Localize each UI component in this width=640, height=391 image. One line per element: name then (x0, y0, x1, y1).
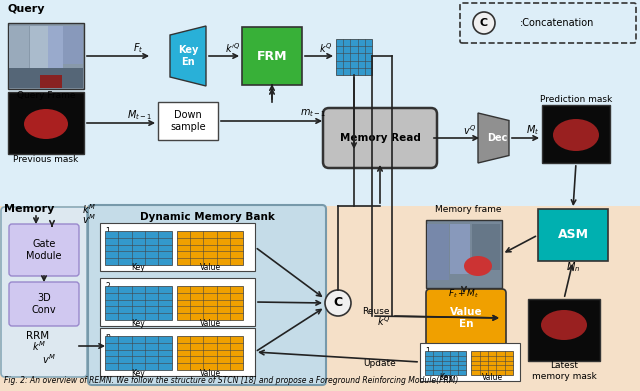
Text: Latest
memory mask: Latest memory mask (532, 361, 596, 381)
Text: Key: Key (439, 373, 452, 382)
Text: Value: Value (481, 373, 502, 382)
Text: Memory Read: Memory Read (340, 133, 420, 143)
Bar (100, 278, 255, 326)
FancyBboxPatch shape (88, 205, 326, 385)
Bar (100, 223, 255, 271)
Bar (8, 23, 84, 89)
Bar (420, 343, 520, 381)
Bar (542, 105, 610, 163)
Text: Previous mask: Previous mask (13, 156, 79, 165)
Text: $k^Q$: $k^Q$ (376, 314, 390, 328)
Text: 3D
Conv: 3D Conv (32, 293, 56, 315)
Text: $k'^{Q}$: $k'^{Q}$ (225, 41, 241, 55)
FancyBboxPatch shape (9, 282, 79, 326)
Bar (105, 336, 172, 370)
Text: $v^M$: $v^M$ (42, 352, 56, 366)
Text: n: n (105, 332, 110, 341)
Text: $k^M$: $k^M$ (32, 339, 46, 353)
Text: Dynamic Memory Bank: Dynamic Memory Bank (140, 212, 275, 222)
Text: $v^M$: $v^M$ (82, 212, 96, 226)
Ellipse shape (541, 310, 587, 340)
Circle shape (473, 12, 495, 34)
Bar (472, 224, 500, 270)
Bar (48, 26, 63, 69)
Bar (9, 26, 29, 81)
Bar (40, 75, 62, 88)
Bar (177, 286, 243, 320)
Bar (177, 336, 243, 370)
Text: Query: Query (8, 4, 45, 14)
Bar (538, 209, 608, 261)
Bar (426, 220, 502, 288)
Text: ASM: ASM (557, 228, 589, 242)
FancyBboxPatch shape (1, 207, 87, 377)
Text: 1: 1 (105, 227, 109, 236)
FancyBboxPatch shape (323, 108, 437, 168)
Text: $k^M$: $k^M$ (82, 202, 96, 216)
Text: Value
En: Value En (450, 307, 483, 329)
Bar (425, 351, 467, 375)
Text: 1: 1 (425, 347, 429, 356)
Circle shape (325, 290, 351, 316)
Polygon shape (478, 113, 509, 163)
Text: FRM: FRM (257, 50, 287, 63)
Text: Fig. 2: An overview of REMN. We follow the structure of STCN [18] and propose a : Fig. 2: An overview of REMN. We follow t… (4, 376, 458, 385)
Text: $v^{Q}$: $v^{Q}$ (463, 123, 477, 137)
Text: Memory frame: Memory frame (435, 204, 501, 213)
Text: $F_t$: $F_t$ (132, 41, 143, 55)
Text: Prediction mask: Prediction mask (540, 95, 612, 104)
Bar (336, 39, 372, 75)
Text: Dec: Dec (487, 133, 507, 143)
Text: Query Frame: Query Frame (17, 90, 76, 99)
Text: Gate
Module: Gate Module (26, 239, 61, 261)
Bar (9, 68, 83, 88)
Text: $k^{Q}$: $k^{Q}$ (319, 41, 333, 55)
Bar (158, 102, 218, 140)
Bar (105, 286, 172, 320)
Ellipse shape (464, 256, 492, 276)
FancyBboxPatch shape (426, 289, 506, 347)
Bar (100, 328, 255, 376)
Bar (472, 351, 513, 375)
Polygon shape (170, 26, 206, 86)
Text: Key
En: Key En (178, 45, 198, 67)
Bar (427, 224, 449, 280)
Text: Memory: Memory (4, 204, 54, 214)
Text: $m_{t-1}$: $m_{t-1}$ (300, 107, 326, 119)
Bar (63, 26, 83, 64)
Text: Value: Value (200, 264, 221, 273)
Text: Reuse: Reuse (362, 307, 390, 316)
Bar (30, 26, 48, 74)
Text: Key: Key (131, 319, 145, 328)
Text: Value: Value (200, 319, 221, 328)
Text: C: C (333, 296, 342, 310)
Text: $M_t$: $M_t$ (526, 123, 540, 137)
Text: $M_{t-1}$: $M_{t-1}$ (127, 108, 152, 122)
Text: Update: Update (364, 359, 396, 368)
Bar (177, 231, 243, 265)
Bar (8, 92, 84, 154)
Text: Key: Key (131, 368, 145, 377)
Text: $F_t+M_t$: $F_t+M_t$ (448, 288, 480, 300)
Bar (0, 0, 640, 206)
Ellipse shape (24, 109, 68, 139)
Text: . . .: . . . (145, 329, 159, 339)
Text: $M_n$: $M_n$ (566, 260, 580, 274)
Ellipse shape (553, 119, 599, 151)
FancyBboxPatch shape (9, 224, 79, 276)
Bar (105, 231, 172, 265)
Text: Key: Key (131, 264, 145, 273)
Bar (450, 224, 470, 274)
Bar (528, 299, 600, 361)
Text: Down
sample: Down sample (170, 110, 206, 132)
Bar (0, 206, 640, 391)
Text: RRM: RRM (26, 331, 49, 341)
Text: 2: 2 (105, 282, 109, 291)
Bar (242, 27, 302, 85)
Text: :Concatenation: :Concatenation (520, 18, 594, 28)
Text: Value: Value (200, 368, 221, 377)
Text: . . .: . . . (200, 329, 216, 339)
Text: C: C (480, 18, 488, 28)
